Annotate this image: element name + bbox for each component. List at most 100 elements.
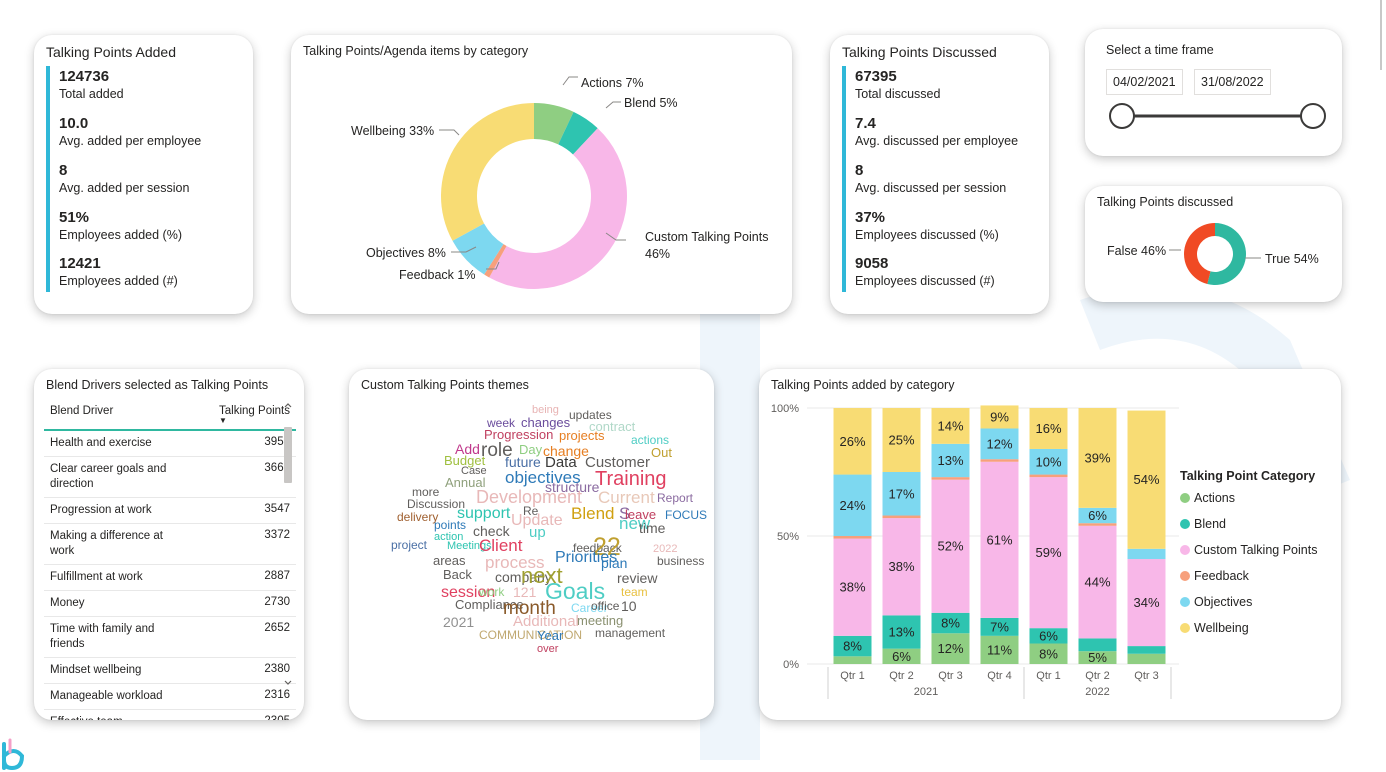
table-row[interactable]: Effective team 2305 <box>44 710 296 720</box>
bar-segment-blend[interactable] <box>1029 628 1068 644</box>
wordcloud-word[interactable]: new <box>619 514 651 533</box>
wordcloud-word[interactable]: Goals <box>545 578 605 604</box>
wordcloud-word[interactable]: changes <box>521 415 571 430</box>
bar-segment-blend[interactable] <box>1127 646 1166 654</box>
wordcloud-word[interactable]: week <box>486 416 516 430</box>
wordcloud-word[interactable]: FOCUS <box>665 508 707 522</box>
wordcloud-word[interactable]: Day <box>519 442 543 457</box>
wordcloud-word[interactable]: work <box>478 585 505 599</box>
table-scrollbar[interactable] <box>283 401 293 701</box>
bar-segment-wellbeing[interactable] <box>833 408 872 475</box>
bar-segment-feedback[interactable] <box>1029 474 1068 478</box>
scroll-thumb[interactable] <box>284 427 292 483</box>
legend-item[interactable]: Actions <box>1180 491 1235 505</box>
wordcloud-word[interactable]: Report <box>657 491 694 505</box>
bar-segment-wellbeing[interactable] <box>1078 408 1117 508</box>
bar-segment-feedback[interactable] <box>980 459 1019 462</box>
wordcloud-word[interactable]: Back <box>443 567 472 582</box>
bar-segment-custom-talking-points[interactable] <box>1078 525 1117 639</box>
bar-segment-actions[interactable] <box>980 635 1019 664</box>
wordcloud-word[interactable]: Year <box>537 628 564 643</box>
wordcloud-word[interactable]: objectives <box>505 468 581 487</box>
wordcloud-word[interactable]: business <box>657 554 704 568</box>
wordcloud-word[interactable]: 121 <box>513 584 537 600</box>
wordcloud-word[interactable]: Data <box>545 454 577 471</box>
wordcloud-word[interactable]: Add <box>455 441 480 457</box>
slice-wellbeing[interactable] <box>441 103 534 241</box>
wordcloud-word[interactable]: Development <box>476 487 582 507</box>
wordcloud-word[interactable]: feedback <box>573 541 623 555</box>
table-row[interactable]: Mindset wellbeing 2380 <box>44 658 296 684</box>
wordcloud-word[interactable]: 10 <box>621 598 637 614</box>
wordcloud-word[interactable]: over <box>537 643 559 655</box>
legend-item[interactable]: Blend <box>1180 517 1226 531</box>
bar-segment-actions[interactable] <box>931 633 970 664</box>
slider-start-handle[interactable] <box>1109 103 1135 129</box>
bar-segment-objectives[interactable] <box>1127 548 1166 560</box>
wordcloud-word[interactable]: COMMUNICATION <box>479 628 582 642</box>
table-row[interactable]: Making a difference at work 3372 <box>44 524 296 565</box>
wordcloud-word[interactable]: actions <box>631 433 669 447</box>
wordcloud-word[interactable]: Additional <box>513 613 579 630</box>
bar-segment-objectives[interactable] <box>882 472 921 516</box>
wordcloud-word[interactable]: Case <box>461 465 487 477</box>
legend-item[interactable]: Wellbeing <box>1180 621 1249 635</box>
slice-true[interactable] <box>1207 223 1246 285</box>
bar-segment-custom-talking-points[interactable] <box>833 538 872 636</box>
wordcloud-word[interactable]: Blend <box>571 504 614 523</box>
category-donut-chart[interactable]: Actions 7% Blend 5% Custom Talking Point… <box>291 35 792 314</box>
table-row[interactable]: Health and exercise 3952 <box>44 431 296 457</box>
column-header-driver[interactable]: Blend Driver <box>50 405 114 417</box>
wordcloud-word[interactable]: 2021 <box>443 614 474 630</box>
wordcloud-word[interactable]: meeting <box>577 613 623 628</box>
bar-segment-actions[interactable] <box>1078 651 1117 664</box>
bar-segment-blend[interactable] <box>931 612 970 634</box>
wordcloud-word[interactable]: time <box>639 520 666 536</box>
wordcloud-word[interactable]: more <box>412 485 440 499</box>
wordcloud-word[interactable]: month <box>503 598 556 619</box>
wordcloud-word[interactable]: company <box>495 569 552 585</box>
bar-segment-blend[interactable] <box>882 615 921 649</box>
bar-segment-wellbeing[interactable] <box>1127 410 1166 549</box>
wordcloud-word[interactable]: session <box>441 584 495 601</box>
wordcloud-word[interactable]: office <box>591 599 620 613</box>
wordcloud-word[interactable]: support <box>457 505 511 522</box>
legend-item[interactable]: Objectives <box>1180 595 1252 609</box>
wordcloud-word[interactable]: projects <box>559 428 605 443</box>
bar-segment-actions[interactable] <box>1127 653 1166 664</box>
custom-themes-wordcloud[interactable]: being updates week changes contract Progressi… <box>349 369 714 720</box>
bar-segment-wellbeing[interactable] <box>882 408 921 472</box>
wordcloud-word[interactable]: Current <box>598 488 655 507</box>
slice-actions[interactable] <box>534 103 574 145</box>
slice-false[interactable] <box>1184 223 1215 285</box>
bar-segment-feedback[interactable] <box>1078 523 1117 526</box>
bar-segment-wellbeing[interactable] <box>931 408 970 444</box>
legend-item[interactable]: Custom Talking Points <box>1180 543 1317 557</box>
wordcloud-word[interactable]: Client <box>479 536 523 555</box>
wordcloud-word[interactable]: 2022 <box>653 543 677 555</box>
bar-segment-custom-talking-points[interactable] <box>980 461 1019 618</box>
wordcloud-word[interactable]: structure <box>545 479 600 495</box>
wordcloud-word[interactable]: up <box>529 524 546 541</box>
start-date-input[interactable]: 04/02/2021 <box>1106 69 1183 95</box>
wordcloud-word[interactable]: areas <box>433 553 466 568</box>
date-range-slider[interactable] <box>1105 99 1335 133</box>
wordcloud-word[interactable]: Career <box>571 601 608 615</box>
bar-segment-wellbeing[interactable] <box>1029 408 1068 449</box>
bar-segment-actions[interactable] <box>833 656 872 664</box>
wordcloud-word[interactable]: Discussion <box>407 497 465 511</box>
stacked-column-chart[interactable]: 0% 50% 100% 8% 38% 24% 26% Qtr 1 6% 13% 38% 17% 25% Q… <box>759 369 1341 720</box>
bar-segment-actions[interactable] <box>882 648 921 664</box>
bar-segment-custom-talking-points[interactable] <box>882 518 921 616</box>
wordcloud-word[interactable]: Update <box>511 512 563 529</box>
wordcloud-word[interactable]: Out <box>651 445 672 460</box>
wordcloud-word[interactable]: contract <box>589 419 636 434</box>
slider-end-handle[interactable] <box>1300 103 1326 129</box>
bar-segment-objectives[interactable] <box>833 474 872 536</box>
wordcloud-word[interactable]: Annual <box>445 475 486 490</box>
wordcloud-word[interactable]: delivery <box>397 510 438 524</box>
wordcloud-word[interactable]: process <box>485 553 545 572</box>
bar-segment-wellbeing[interactable] <box>980 405 1019 429</box>
bar-segment-feedback[interactable] <box>931 477 970 480</box>
bar-segment-custom-talking-points[interactable] <box>1029 477 1068 629</box>
